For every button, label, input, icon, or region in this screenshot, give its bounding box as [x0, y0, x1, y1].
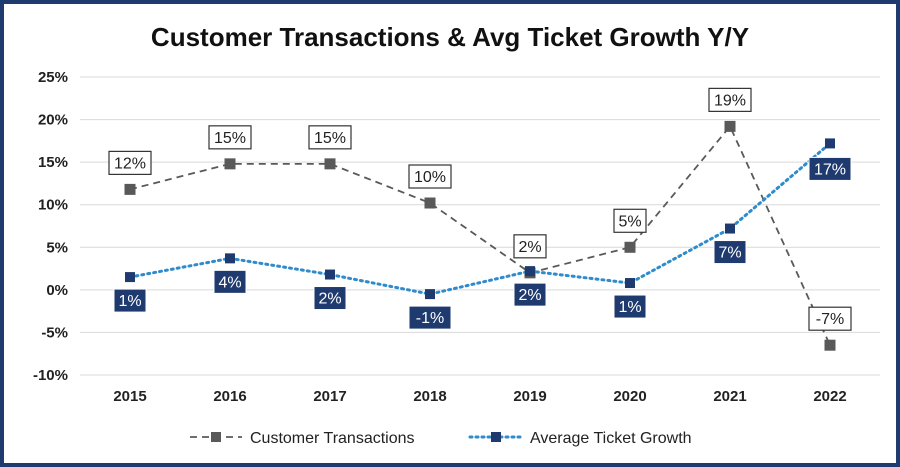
data-point	[724, 120, 736, 132]
svg-text:12%: 12%	[114, 155, 146, 172]
data-label: 12%	[108, 150, 152, 175]
y-tick-label: 20%	[38, 112, 68, 129]
y-tick-label: 0%	[46, 282, 68, 299]
legend: Customer Transactions Average Ticket Grow…	[190, 430, 692, 447]
data-label: 19%	[708, 87, 752, 112]
svg-text:2%: 2%	[518, 239, 541, 256]
data-label: 15%	[308, 125, 352, 150]
x-tick-label: 2015	[113, 388, 146, 405]
data-point	[625, 278, 635, 289]
svg-text:1%: 1%	[618, 299, 641, 316]
y-tick-label: 25%	[38, 69, 68, 86]
data-point	[624, 241, 636, 253]
data-point	[125, 272, 135, 283]
y-axis-ticks: 25% 20% 15% 10% 5% 0% -5% -10%	[33, 69, 68, 384]
legend-item: Customer Transactions	[190, 430, 415, 447]
data-point	[325, 269, 335, 280]
svg-text:17%: 17%	[814, 161, 846, 178]
svg-text:-7%: -7%	[816, 311, 844, 328]
data-point	[825, 138, 835, 149]
data-label: 15%	[208, 125, 252, 150]
svg-text:7%: 7%	[718, 245, 741, 262]
svg-text:4%: 4%	[218, 274, 241, 291]
legend-marker	[211, 432, 221, 442]
svg-text:-1%: -1%	[416, 310, 444, 327]
data-point	[424, 197, 436, 209]
x-tick-label: 2016	[213, 388, 246, 405]
legend-label: Average Ticket Growth	[530, 430, 692, 447]
data-label: 7%	[713, 240, 747, 265]
data-label: 1%	[613, 294, 647, 319]
series	[124, 120, 836, 351]
data-label: 4%	[213, 269, 247, 294]
data-label: 2%	[513, 234, 547, 259]
svg-text:1%: 1%	[118, 293, 141, 310]
data-point	[225, 253, 235, 264]
x-tick-label: 2017	[313, 388, 346, 405]
legend-label: Customer Transactions	[250, 430, 415, 447]
y-tick-label: 15%	[38, 154, 68, 171]
data-label: -1%	[408, 305, 452, 330]
svg-text:5%: 5%	[618, 213, 641, 230]
x-axis-ticks: 2015 2016 2017 2018 2019 2020 2021 2022	[113, 388, 846, 405]
data-point	[425, 289, 435, 300]
legend-marker	[491, 432, 501, 442]
data-label: 5%	[613, 208, 647, 233]
data-labels: 12% 15% 15% 10% 2% 5% 19% -7% 1% 4% 2% -1% 2% 1% 7% 17%	[108, 87, 852, 331]
data-point	[224, 158, 236, 170]
data-label: 10%	[408, 164, 452, 189]
series-line	[129, 124, 831, 346]
x-tick-label: 2021	[713, 388, 746, 405]
y-tick-label: -10%	[33, 367, 68, 384]
y-tick-label: 10%	[38, 197, 68, 214]
data-label: -7%	[808, 306, 852, 331]
gridlines	[80, 76, 880, 376]
x-tick-label: 2018	[413, 388, 446, 405]
x-tick-label: 2019	[513, 388, 546, 405]
data-label: 2%	[313, 286, 347, 311]
svg-text:2%: 2%	[518, 287, 541, 304]
data-label: 2%	[513, 282, 547, 307]
svg-text:10%: 10%	[414, 169, 446, 186]
y-tick-label: 5%	[46, 239, 68, 256]
data-point	[124, 183, 136, 195]
data-point	[725, 223, 735, 234]
data-point	[824, 339, 836, 351]
y-tick-label: -5%	[41, 324, 68, 341]
data-label: 17%	[808, 156, 852, 181]
legend-item: Average Ticket Growth	[468, 430, 692, 447]
svg-text:2%: 2%	[318, 291, 341, 308]
data-point	[324, 158, 336, 170]
x-tick-label: 2020	[613, 388, 646, 405]
series-line	[128, 141, 832, 296]
x-tick-label: 2022	[813, 388, 846, 405]
data-point	[525, 266, 535, 277]
svg-text:15%: 15%	[314, 130, 346, 147]
svg-text:15%: 15%	[214, 130, 246, 147]
svg-text:19%: 19%	[714, 92, 746, 109]
chart-title: Customer Transactions & Avg Ticket Growt…	[150, 22, 750, 52]
data-label: 1%	[113, 288, 147, 313]
